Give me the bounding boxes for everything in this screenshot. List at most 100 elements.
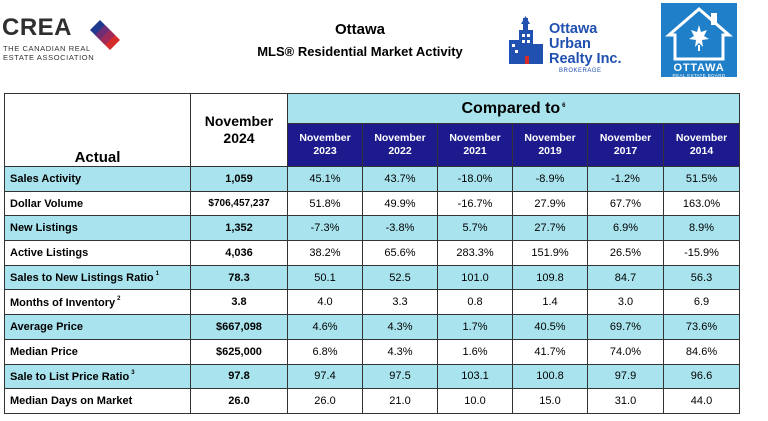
- period-header: November 2014: [662, 123, 741, 167]
- row-label: Dollar Volume: [4, 190, 191, 217]
- comparison-value: 103.1: [437, 363, 513, 390]
- board-name: OTTAWA: [673, 62, 725, 74]
- current-value: $625,000: [190, 338, 288, 365]
- board-subname: REAL ESTATE BOARD: [672, 73, 726, 78]
- comparison-value: 65.6%: [362, 240, 438, 266]
- current-value: 3.8: [190, 289, 288, 316]
- comparison-value: 27.9%: [512, 190, 588, 217]
- current-value: $706,457,237: [190, 190, 288, 217]
- row-label: Sale to List Price Ratio 3: [4, 363, 191, 390]
- comparison-value: 51.8%: [287, 190, 363, 217]
- comparison-value: 283.3%: [437, 240, 513, 266]
- table-row: Dollar Volume $706,457,237 51.8% 49.9% -16.7…: [4, 190, 741, 217]
- crea-diamond-icon: [90, 20, 120, 50]
- comparison-value: 3.0: [587, 289, 664, 316]
- comparison-value: -8.9%: [512, 166, 588, 192]
- compared-footnote: 6: [562, 102, 566, 109]
- row-label: Sales to New Listings Ratio 1: [4, 264, 191, 291]
- brokerage-name: Ottawa Urban Realty Inc.: [549, 21, 622, 67]
- report-title: Ottawa MLS® Residential Market Activity: [210, 21, 510, 60]
- comparison-value: 0.8: [437, 289, 513, 316]
- table-row: Sales Activity 1,059 45.1% 43.7% -18.0% -8.9%…: [4, 166, 741, 192]
- table-row: New Listings 1,352 -7.3% -3.8% 5.7% 27.7% 6.9%…: [4, 215, 741, 242]
- comparison-value: 4.3%: [362, 338, 438, 365]
- comparison-value: 21.0: [362, 388, 438, 414]
- comparison-value: 1.7%: [437, 314, 513, 340]
- comparison-value: -18.0%: [437, 166, 513, 192]
- period-header: November 2017: [587, 123, 664, 167]
- current-value: 4,036: [190, 240, 288, 266]
- comparison-value: 1.4: [512, 289, 588, 316]
- board-logo: OTTAWA REAL ESTATE BOARD: [661, 3, 737, 78]
- page-subtitle: MLS® Residential Market Activity: [257, 44, 463, 59]
- table-row: Active Listings 4,036 38.2% 65.6% 283.3% 151.…: [4, 240, 741, 266]
- house-maple-leaf-icon: [664, 7, 734, 61]
- comparison-value: 49.9%: [362, 190, 438, 217]
- comparison-value: 41.7%: [512, 338, 588, 365]
- comparison-value: 8.9%: [662, 215, 741, 242]
- current-value: 97.8: [190, 363, 288, 390]
- comparison-value: 6.8%: [287, 338, 363, 365]
- current-value: 78.3: [190, 264, 288, 291]
- comparison-value: 52.5: [362, 264, 438, 291]
- compared-to-header: Compared to 6: [286, 93, 741, 124]
- row-label: Sales Activity: [4, 166, 191, 192]
- comparison-value: 84.6%: [662, 338, 741, 365]
- footnote-marker: 1: [155, 271, 159, 278]
- comparison-value: 44.0: [662, 388, 741, 414]
- table-row: Months of Inventory 2 3.8 4.0 3.3 0.8 1.4 3.0 6.…: [4, 289, 741, 316]
- row-label: Average Price: [4, 314, 191, 340]
- building-icon: [509, 16, 543, 64]
- comparison-value: 31.0: [587, 388, 664, 414]
- comparison-value: 26.5%: [587, 240, 664, 266]
- row-label: Active Listings: [4, 240, 191, 266]
- period-header: November 2021: [437, 123, 513, 167]
- comparison-value: 97.5: [362, 363, 438, 390]
- comparison-value: 1.6%: [437, 338, 513, 365]
- row-label: Median Days on Market: [4, 388, 191, 414]
- comparison-value: 6.9: [662, 289, 741, 316]
- comparison-value: 56.3: [662, 264, 741, 291]
- current-value: 1,059: [190, 166, 288, 192]
- current-period-header: November 2024: [190, 93, 288, 167]
- comparison-value: 15.0: [512, 388, 588, 414]
- comparison-value: 97.4: [287, 363, 363, 390]
- brokerage-tag: BROKERAGE: [559, 68, 602, 74]
- comparison-value: -1.2%: [587, 166, 664, 192]
- comparison-value: 40.5%: [512, 314, 588, 340]
- comparison-value: 163.0%: [662, 190, 741, 217]
- table-row: Sales to New Listings Ratio 1 78.3 50.1 52.5…: [4, 264, 741, 291]
- brokerage-logo: Ottawa Urban Realty Inc. BROKERAGE: [507, 16, 632, 76]
- row-label: New Listings: [4, 215, 191, 242]
- table-row: Average Price $667,098 4.6% 4.3% 1.7% 40.5% 69…: [4, 314, 741, 340]
- period-header: November 2023: [287, 123, 363, 167]
- crea-wordmark: CREA: [2, 14, 73, 41]
- crea-logo: CREA THE CANADIAN REAL ESTATE ASSOCIATIO…: [2, 14, 122, 66]
- period-header: November 2022: [362, 123, 438, 167]
- row-label: Months of Inventory 2: [4, 289, 191, 316]
- comparison-value: 97.9: [587, 363, 664, 390]
- current-value: $667,098: [190, 314, 288, 340]
- comparison-value: -15.9%: [662, 240, 741, 266]
- comparison-value: 67.7%: [587, 190, 664, 217]
- comparison-value: 151.9%: [512, 240, 588, 266]
- table-row: Median Days on Market 26.0 26.0 21.0 10.0 15.…: [4, 388, 741, 414]
- comparison-value: 109.8: [512, 264, 588, 291]
- current-value: 26.0: [190, 388, 288, 414]
- comparison-value: 101.0: [437, 264, 513, 291]
- comparison-value: 84.7: [587, 264, 664, 291]
- comparison-value: 3.3: [362, 289, 438, 316]
- comparison-value: 4.3%: [362, 314, 438, 340]
- period-header: November 2019: [512, 123, 588, 167]
- comparison-value: 5.7%: [437, 215, 513, 242]
- comparison-value: 10.0: [437, 388, 513, 414]
- comparison-value: 4.6%: [287, 314, 363, 340]
- comparison-value: -3.8%: [362, 215, 438, 242]
- comparison-value: 26.0: [287, 388, 363, 414]
- comparison-value: 45.1%: [287, 166, 363, 192]
- footnote-marker: 2: [117, 295, 121, 302]
- comparison-value: 96.6: [662, 363, 741, 390]
- actual-header: Actual: [4, 93, 191, 167]
- comparison-value: 74.0%: [587, 338, 664, 365]
- market-activity-table: Actual November 2024 Compared to 6 Novemb…: [4, 93, 741, 414]
